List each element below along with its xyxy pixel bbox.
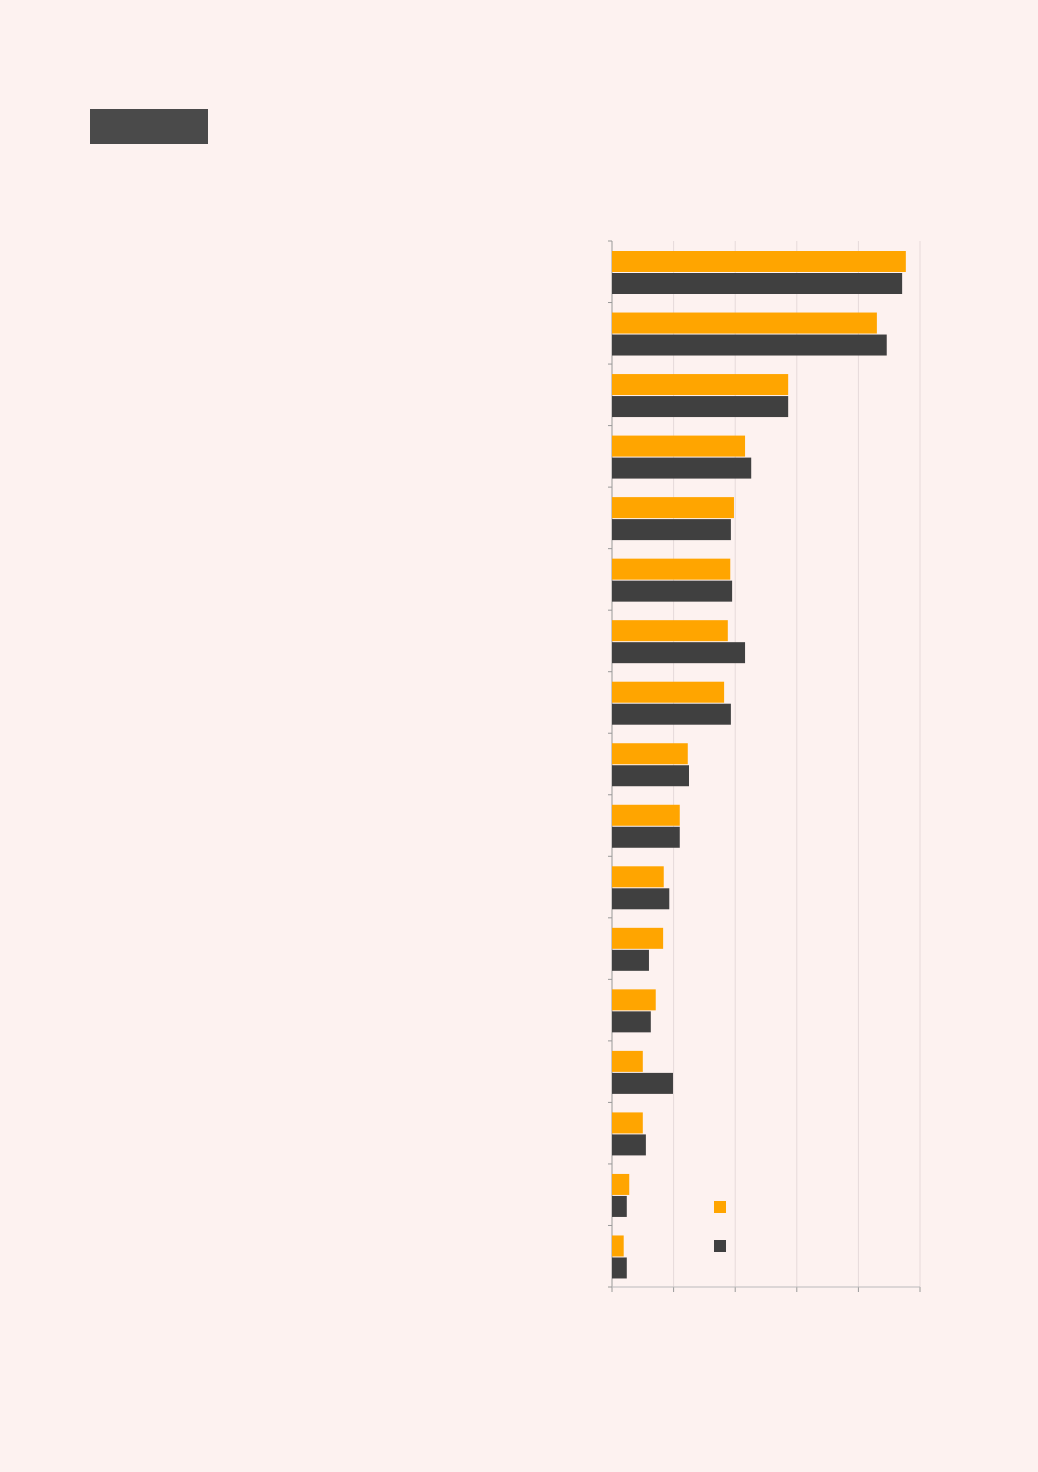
bar [612, 1257, 627, 1279]
bar [612, 457, 752, 479]
bar [612, 273, 903, 294]
bar [612, 1072, 673, 1094]
bar [612, 374, 789, 396]
header-box [90, 109, 208, 144]
legend-swatch [714, 1201, 726, 1213]
bar [612, 681, 725, 703]
bar [612, 989, 656, 1011]
bar [612, 888, 670, 910]
bar [612, 519, 731, 541]
bar [612, 620, 728, 642]
bar [612, 580, 733, 602]
bar [612, 866, 664, 888]
bar [612, 1173, 630, 1195]
bar [612, 497, 734, 519]
bar [612, 927, 664, 949]
bar [612, 804, 680, 826]
bar [612, 396, 789, 418]
bar [612, 703, 731, 725]
bar [612, 1011, 651, 1033]
bar [612, 558, 731, 580]
bar [612, 334, 887, 356]
bar [612, 1195, 627, 1217]
bar [612, 1134, 646, 1156]
bar [612, 312, 877, 334]
bar [612, 743, 688, 765]
bar [612, 1112, 643, 1134]
bar [612, 949, 649, 971]
bar [612, 826, 680, 848]
bar [612, 765, 689, 787]
bar [612, 642, 746, 664]
bar [612, 435, 746, 457]
bar [612, 1235, 624, 1257]
bar [612, 1050, 643, 1072]
bar [612, 251, 906, 272]
plot [608, 240, 921, 1292]
legend-swatch [714, 1240, 726, 1252]
